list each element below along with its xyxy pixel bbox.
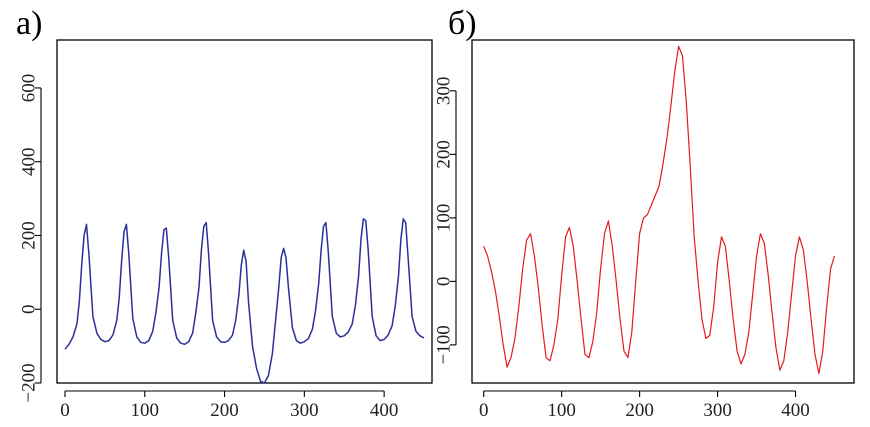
series-line-a (64, 218, 425, 384)
panel-label-b: б) (448, 5, 477, 42)
y-axis-a: −200 0 200 400 600 (19, 74, 42, 403)
y-tick-label: 0 (19, 304, 40, 314)
x-tick-label: 100 (547, 400, 576, 421)
x-tick-label: 400 (370, 400, 399, 421)
y-tick-label: 200 (434, 140, 455, 169)
y-tick-label: 600 (19, 74, 40, 103)
x-tick-label: 200 (625, 400, 654, 421)
y-tick-label: 200 (19, 221, 40, 250)
chart-panel-a: а) 0 100 200 300 400 −200 0 200 400 600 (16, 5, 433, 421)
plot-frame-a (56, 39, 433, 384)
plot-frame-b (471, 39, 855, 384)
panel-label-a: а) (16, 5, 42, 42)
y-tick-label: 100 (434, 204, 455, 233)
y-tick-label: −200 (19, 363, 40, 402)
x-tick-label: 100 (131, 400, 160, 421)
x-tick-label: 200 (210, 400, 239, 421)
y-tick-label: −100 (434, 325, 455, 364)
chart-panel-b: б) 0 100 200 300 400 −100 0 100 200 300 (434, 5, 855, 421)
y-axis-b: −100 0 100 200 300 (434, 77, 457, 364)
x-tick-label: 300 (703, 400, 732, 421)
y-tick-label: 400 (19, 147, 40, 176)
x-tick-label: 400 (781, 400, 810, 421)
x-axis-a: 0 100 200 300 400 (60, 390, 399, 421)
x-axis-b: 0 100 200 300 400 (479, 390, 810, 421)
x-tick-label: 0 (479, 400, 489, 421)
x-tick-label: 0 (60, 400, 70, 421)
series-line-b (483, 45, 836, 375)
y-tick-label: 0 (434, 277, 455, 287)
y-tick-label: 300 (434, 77, 455, 106)
x-tick-label: 300 (290, 400, 319, 421)
